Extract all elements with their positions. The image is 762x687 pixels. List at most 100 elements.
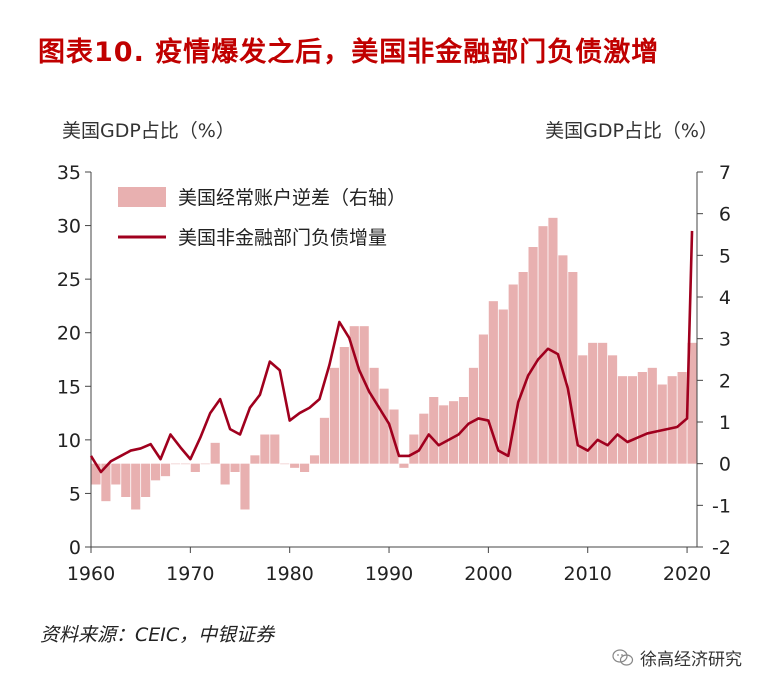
y-tick-label-left: 25 [57, 269, 81, 291]
y-axis-label-left: 美国GDP占比（%） [62, 120, 235, 142]
bar [538, 226, 548, 464]
x-tick-label: 2000 [464, 563, 512, 585]
bar [558, 255, 568, 464]
bar [468, 367, 479, 464]
y-tick-label-right: 1 [719, 412, 731, 434]
bar [111, 463, 121, 485]
bar [250, 455, 260, 464]
watermark-text: 徐高经济研究 [640, 650, 742, 670]
bar [240, 463, 250, 510]
bar [677, 372, 687, 464]
y-tick-label-left: 10 [57, 430, 81, 452]
bar [578, 355, 588, 464]
y-tick-label-left: 35 [57, 162, 81, 184]
bar [309, 455, 320, 464]
bar [657, 384, 667, 464]
wechat-icon [612, 648, 634, 666]
bar [419, 413, 429, 464]
bar [151, 463, 161, 481]
y-tick-label-left: 20 [57, 323, 81, 345]
bar [121, 463, 131, 497]
bar [349, 326, 359, 464]
bar [478, 334, 488, 464]
x-tick-label: 1960 [67, 563, 115, 585]
bar [429, 397, 439, 464]
y-axis-label-right: 美国GDP占比（%） [545, 120, 718, 142]
y-tick-label-left: 5 [69, 483, 81, 505]
bar [270, 434, 280, 464]
debt-increment-line [89, 230, 694, 474]
bar [359, 326, 369, 464]
bar [687, 342, 697, 464]
bar [617, 376, 628, 464]
bar [339, 347, 349, 464]
bar [329, 367, 339, 464]
bar [409, 434, 419, 464]
bar [101, 463, 111, 502]
x-tick-label: 2020 [663, 563, 711, 585]
x-tick-label: 2010 [564, 563, 612, 585]
x-tick-label: 1980 [266, 563, 314, 585]
bar [528, 247, 538, 464]
bar [548, 217, 558, 464]
bar [607, 355, 618, 464]
chart: 0 5 10 15 20 25 30 35 -2 -1 0 1 2 3 4 5 6 7 1960 1970 1980 19… [57, 162, 731, 585]
bar [131, 463, 141, 510]
bar [399, 463, 409, 468]
bar [627, 376, 637, 464]
bar [170, 463, 181, 465]
bar [647, 367, 657, 464]
bar [210, 442, 220, 464]
legend-label-line: 美国非金融部门负债增量 [178, 227, 387, 249]
bar [230, 463, 240, 472]
y-tick-label-right: -1 [712, 495, 731, 517]
bar [449, 401, 459, 464]
bar [637, 372, 647, 464]
bar [190, 463, 200, 472]
x-tick-label: 1990 [365, 563, 413, 585]
bar [290, 463, 300, 468]
bar [568, 272, 578, 464]
bar [160, 463, 171, 477]
bar [369, 367, 379, 464]
chart-title: 图表10. 疫情爆发之后，美国非金融部门负债激增 [38, 37, 660, 68]
y-tick-label-right: 5 [719, 245, 731, 267]
bar [280, 463, 290, 465]
y-tick-label-right: 7 [719, 162, 731, 184]
bar [180, 463, 190, 465]
y-tick-label-left: 0 [69, 537, 81, 559]
y-tick-label-right: 6 [719, 204, 731, 226]
y-tick-label-right: 4 [719, 287, 731, 309]
bar [498, 309, 508, 464]
axes: 0 5 10 15 20 25 30 35 -2 -1 0 1 2 3 4 5 6 7 1960 1970 1980 19… [57, 162, 731, 585]
x-tick-label: 1970 [166, 563, 214, 585]
bar [260, 434, 270, 464]
y-tick-label-left: 15 [57, 376, 81, 398]
source-note: 资料来源：CEIC，中银证券 [40, 624, 275, 646]
y-tick-label-right: 0 [719, 454, 731, 476]
bar [379, 388, 389, 464]
bar [141, 463, 151, 497]
bar [508, 284, 518, 464]
y-tick-label-right: 2 [719, 370, 731, 392]
watermark: 徐高经济研究 [612, 645, 742, 670]
bar [91, 463, 101, 485]
bar [667, 376, 677, 464]
line-series [89, 230, 694, 474]
legend: 美国经常账户逆差（右轴） 美国非金融部门负债增量 [118, 187, 406, 249]
bar [439, 405, 449, 464]
y-tick-label-right: 3 [719, 329, 731, 351]
bar [220, 463, 230, 485]
bar [200, 463, 210, 465]
bar [300, 463, 310, 472]
bar [588, 342, 598, 464]
legend-label-bar: 美国经常账户逆差（右轴） [178, 187, 406, 209]
bar [319, 417, 330, 464]
bar [518, 272, 528, 464]
y-tick-label-right: -2 [712, 537, 731, 559]
y-tick-label-left: 30 [57, 216, 81, 238]
bar-series [91, 217, 697, 510]
bar [598, 342, 608, 464]
legend-swatch-bar [118, 187, 166, 207]
bar [488, 301, 498, 464]
